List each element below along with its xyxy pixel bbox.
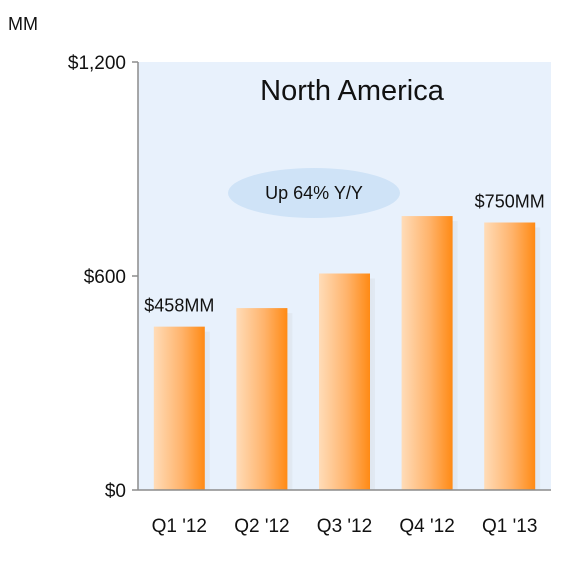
bar [319,273,370,490]
bar [153,326,205,490]
x-tick-label: Q2 '12 [234,516,289,537]
x-tick-label: Q1 '13 [482,516,537,537]
bar [484,222,536,490]
bar [401,216,453,490]
chart-title: North America [260,75,445,107]
x-tick-label: Q3 '12 [317,516,372,537]
y-tick-label: $1,200 [68,53,126,74]
y-tick-label: $0 [105,481,126,502]
y-tick-label: $600 [84,267,126,288]
x-tick-label: Q4 '12 [399,516,454,537]
unit-label: MM [8,14,38,34]
data-label: $458MM [144,296,214,316]
x-tick-label: Q1 '12 [152,516,207,537]
bar [236,308,288,490]
annotation-bubble [228,168,400,218]
data-label: $750MM [475,192,545,212]
annotation-text: Up 64% Y/Y [265,183,363,203]
